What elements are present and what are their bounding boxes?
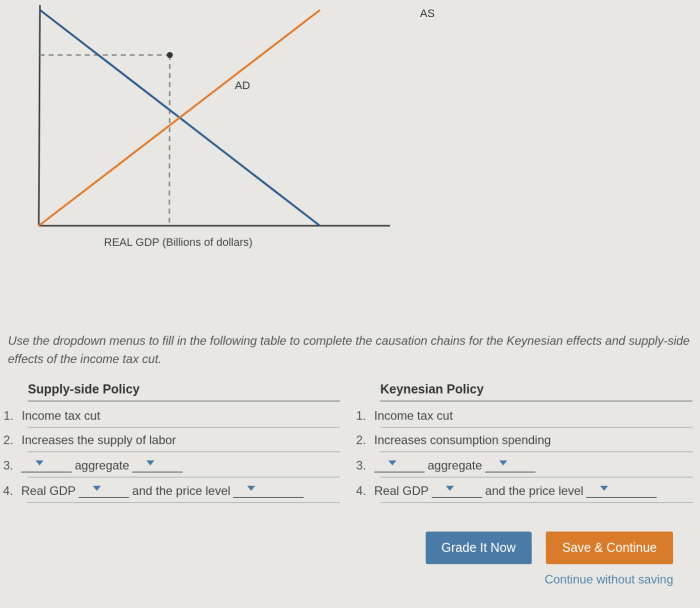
- supply-side-column: Supply-side Policy 1. Income tax cut 2. …: [27, 382, 340, 503]
- continue-without-saving-link[interactable]: Continue without saving: [0, 572, 673, 586]
- row-text: Income tax cut: [374, 409, 692, 423]
- table-row: 2. Increases consumption spending: [380, 428, 692, 452]
- chart-area: AD AS REAL GDP (Billions of dollars): [8, 0, 440, 261]
- ad-as-chart: [9, 0, 441, 251]
- instruction-text: Use the dropdown menus to fill in the fo…: [8, 332, 700, 368]
- grade-it-now-button[interactable]: Grade It Now: [425, 532, 532, 565]
- as-label: AS: [420, 8, 435, 20]
- row-number: 1.: [356, 409, 374, 423]
- row-text: aggregate: [428, 458, 483, 472]
- equilibrium-point: [167, 52, 173, 58]
- chevron-down-icon: [248, 486, 256, 491]
- y-axis: [39, 5, 40, 226]
- dropdown-supply-4a[interactable]: [79, 483, 129, 498]
- dropdown-supply-3a[interactable]: [21, 457, 71, 472]
- keynesian-header: Keynesian Policy: [380, 382, 692, 401]
- row-text: aggregate: [75, 458, 130, 472]
- row-text: Increases consumption spending: [374, 433, 692, 447]
- page-container: AD AS REAL GDP (Billions of dollars) Use…: [0, 0, 700, 608]
- row-number: 2.: [356, 433, 374, 447]
- chevron-down-icon: [388, 460, 396, 465]
- row-number: 3.: [3, 458, 21, 472]
- dropdown-keynes-3a[interactable]: [374, 457, 424, 472]
- dropdown-supply-3b[interactable]: [132, 457, 182, 472]
- chevron-down-icon: [93, 486, 101, 491]
- chevron-down-icon: [146, 460, 154, 465]
- save-continue-button[interactable]: Save & Continue: [546, 532, 673, 565]
- guide-vertical: [169, 55, 170, 226]
- row-text: Income tax cut: [22, 409, 340, 423]
- row-text: and the price level: [485, 483, 583, 497]
- row-number: 3.: [356, 458, 374, 472]
- row-number: 4.: [356, 483, 374, 497]
- x-axis-label: REAL GDP (Billions of dollars): [104, 237, 253, 249]
- chevron-down-icon: [601, 486, 609, 491]
- row-number: 2.: [3, 433, 21, 447]
- dropdown-keynes-3b[interactable]: [485, 457, 535, 472]
- table-row: 4. Real GDP and the price level: [380, 478, 693, 503]
- table-row: 4. Real GDP and the price level: [27, 478, 340, 503]
- dropdown-keynes-4b[interactable]: [586, 483, 657, 498]
- row-text: Real GDP: [21, 483, 76, 497]
- policy-tables: Supply-side Policy 1. Income tax cut 2. …: [27, 382, 693, 503]
- table-row: 2. Increases the supply of labor: [27, 428, 339, 452]
- row-number: 4.: [3, 483, 21, 497]
- keynesian-column: Keynesian Policy 1. Income tax cut 2. In…: [380, 382, 693, 503]
- dropdown-keynes-4a[interactable]: [432, 483, 482, 498]
- row-number: 1.: [3, 409, 21, 423]
- ad-label: AD: [235, 80, 250, 92]
- table-row: 3. aggregate: [27, 452, 340, 477]
- supply-side-header: Supply-side Policy: [28, 382, 340, 401]
- action-buttons: Grade It Now Save & Continue: [0, 532, 673, 565]
- chevron-down-icon: [446, 486, 454, 491]
- chevron-down-icon: [35, 460, 43, 465]
- table-row: 3. aggregate: [380, 452, 693, 477]
- table-row: 1. Income tax cut: [28, 404, 340, 428]
- row-text: Real GDP: [374, 483, 429, 497]
- row-text: and the price level: [132, 483, 230, 497]
- chevron-down-icon: [499, 460, 507, 465]
- table-row: 1. Income tax cut: [380, 404, 692, 428]
- dropdown-supply-4b[interactable]: [233, 483, 304, 498]
- row-text: Increases the supply of labor: [21, 433, 339, 447]
